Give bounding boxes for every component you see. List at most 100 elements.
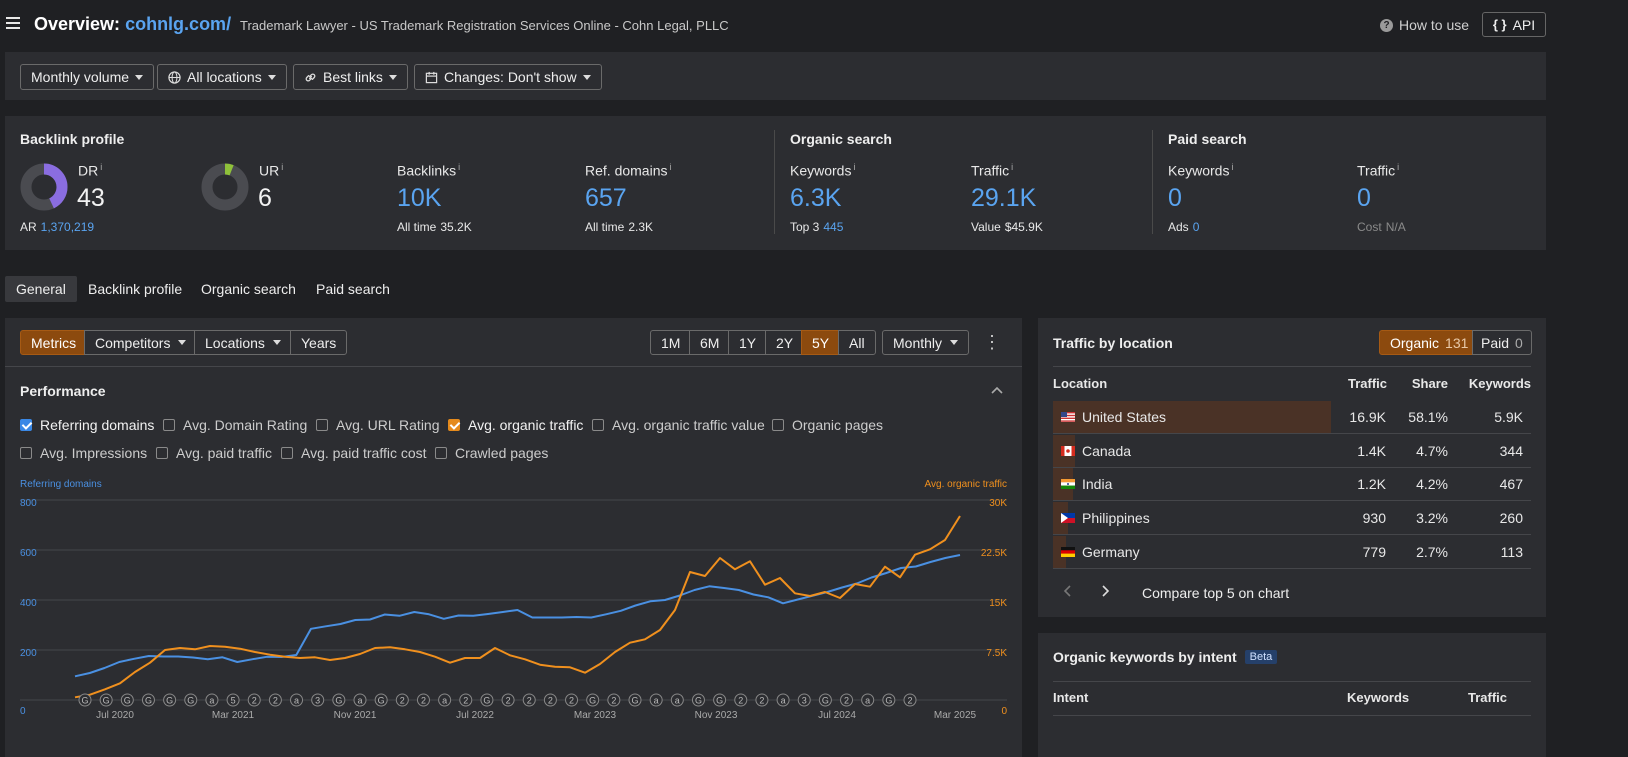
target-domain-link[interactable]: cohnlg.com/ [125, 14, 232, 34]
location-keywords-link[interactable]: 467 [1499, 476, 1523, 493]
tab-paid-search[interactable]: Paid search [316, 281, 390, 297]
column-header-location[interactable]: Location [1053, 376, 1108, 391]
column-header-intent[interactable]: Intent [1053, 690, 1089, 705]
annotation-marker[interactable]: 5 [226, 693, 240, 707]
annotation-marker[interactable]: 2 [416, 693, 430, 707]
ref-domains-value-link[interactable]: 657 [585, 184, 627, 212]
api-button[interactable]: { } API [1482, 12, 1546, 37]
prev-page-icon[interactable] [1063, 584, 1073, 601]
interval-dropdown[interactable]: Monthly [882, 330, 970, 355]
range-5y-button[interactable]: 5Y [801, 330, 841, 355]
annotation-marker[interactable]: 2 [543, 693, 557, 707]
range-1y-button[interactable]: 1Y [728, 330, 768, 355]
more-options-icon[interactable]: ⋮ [983, 332, 1001, 352]
hamburger-menu-icon[interactable] [6, 17, 20, 29]
column-header-keywords[interactable]: Keywords [1468, 376, 1531, 391]
how-to-use-link[interactable]: ? How to use [1380, 17, 1469, 33]
annotation-marker[interactable]: 2 [840, 693, 854, 707]
tab-backlink-profile[interactable]: Backlink profile [88, 281, 183, 297]
annotation-marker[interactable]: a [776, 693, 790, 707]
annotation-marker[interactable]: G [818, 693, 832, 707]
annotation-marker[interactable]: 2 [395, 693, 409, 707]
annotation-marker[interactable]: G [628, 693, 642, 707]
annotation-marker[interactable]: 3 [797, 693, 811, 707]
paid-traffic-value-link[interactable]: 0 [1357, 184, 1371, 212]
checkbox-crawled-pages[interactable]: Crawled pages [435, 445, 548, 461]
column-header-intent-traffic[interactable]: Traffic [1468, 690, 1508, 705]
annotation-marker[interactable]: 2 [459, 693, 473, 707]
range-2y-button[interactable]: 2Y [765, 330, 805, 355]
annotation-marker[interactable]: G [586, 693, 600, 707]
checkbox-avg-organic-traffic-value[interactable]: Avg. organic traffic value [592, 417, 765, 433]
annotation-marker[interactable]: a [438, 693, 452, 707]
range-all-button[interactable]: All [838, 330, 876, 355]
checkbox-organic-pages[interactable]: Organic pages [772, 417, 883, 433]
annotation-marker[interactable]: G [99, 693, 113, 707]
ads-value-link[interactable]: 0 [1192, 220, 1200, 234]
organic-toggle[interactable]: Organic 131 [1379, 330, 1480, 355]
annotation-marker[interactable]: 3 [311, 693, 325, 707]
checkbox-avg-url-rating[interactable]: Avg. URL Rating [316, 417, 440, 433]
paid-toggle[interactable]: Paid 0 [1472, 330, 1532, 355]
annotation-marker[interactable]: 2 [268, 693, 282, 707]
checkbox-avg-domain-rating[interactable]: Avg. Domain Rating [163, 417, 307, 433]
annotation-marker[interactable]: G [163, 693, 177, 707]
annotation-marker[interactable]: 2 [247, 693, 261, 707]
location-row-united-states[interactable]: United States 16.9K 58.1% 5.9K [1053, 400, 1531, 434]
annotation-marker[interactable]: 2 [755, 693, 769, 707]
annotation-marker[interactable]: G [120, 693, 134, 707]
location-row-germany[interactable]: Germany 779 2.7% 113 [1053, 535, 1531, 569]
monthly-volume-dropdown[interactable]: Monthly volume [20, 64, 155, 90]
annotation-marker[interactable]: 2 [565, 693, 579, 707]
column-header-share[interactable]: Share [1411, 376, 1448, 391]
annotation-marker[interactable]: G [713, 693, 727, 707]
tab-organic-search[interactable]: Organic search [201, 281, 296, 297]
locations-chart-dropdown[interactable]: Locations [194, 330, 292, 355]
location-keywords-link[interactable]: 113 [1500, 543, 1523, 560]
organic-keywords-value-link[interactable]: 6.3K [790, 184, 842, 212]
checkbox-avg-paid-traffic-cost[interactable]: Avg. paid traffic cost [281, 445, 427, 461]
annotation-marker[interactable]: 2 [734, 693, 748, 707]
annotation-marker[interactable]: a [649, 693, 663, 707]
range-6m-button[interactable]: 6M [689, 330, 731, 355]
next-page-icon[interactable] [1100, 584, 1110, 601]
location-row-philippines[interactable]: Philippines 930 3.2% 260 [1053, 501, 1531, 536]
annotation-marker[interactable]: 2 [501, 693, 515, 707]
annotation-marker[interactable]: a [353, 693, 367, 707]
annotation-marker[interactable]: G [332, 693, 346, 707]
annotation-marker[interactable]: G [78, 693, 92, 707]
annotation-marker[interactable]: G [480, 693, 494, 707]
top3-value-link[interactable]: 445 [823, 220, 844, 234]
checkbox-avg-organic-traffic[interactable]: Avg. organic traffic [448, 417, 583, 433]
annotation-marker[interactable]: G [141, 693, 155, 707]
column-header-traffic[interactable]: Traffic [1348, 376, 1388, 391]
column-header-intent-keywords[interactable]: Keywords [1347, 690, 1410, 705]
location-name[interactable]: United States [1082, 409, 1167, 425]
annotation-marker[interactable]: a [861, 693, 875, 707]
annotation-marker[interactable]: G [882, 693, 896, 707]
location-row-india[interactable]: India 1.2K 4.2% 467 [1053, 467, 1531, 502]
location-name[interactable]: Canada [1082, 442, 1132, 459]
chevron-up-icon[interactable] [990, 385, 1004, 395]
ar-value-link[interactable]: 1,370,219 [40, 220, 95, 234]
annotation-marker[interactable]: 2 [903, 693, 917, 707]
location-keywords-link[interactable]: 5.9K [1494, 409, 1523, 425]
annotation-marker[interactable]: a [670, 693, 684, 707]
annotation-marker[interactable]: 2 [522, 693, 536, 707]
annotation-marker[interactable]: G [691, 693, 705, 707]
years-button[interactable]: Years [290, 330, 348, 355]
location-keywords-link[interactable]: 344 [1499, 442, 1523, 459]
location-row-canada[interactable]: Canada 1.4K 4.7% 344 [1053, 434, 1531, 468]
best-links-dropdown[interactable]: Best links [293, 64, 408, 90]
location-name[interactable]: Germany [1082, 543, 1140, 560]
location-name[interactable]: Philippines [1082, 510, 1150, 527]
competitors-dropdown[interactable]: Competitors [84, 330, 198, 355]
annotation-marker[interactable]: G [184, 693, 198, 707]
changes-dropdown[interactable]: Changes: Don't show [414, 64, 602, 90]
range-1m-button[interactable]: 1M [650, 330, 692, 355]
annotation-marker[interactable]: 2 [607, 693, 621, 707]
organic-traffic-value-link[interactable]: 29.1K [971, 184, 1037, 212]
checkbox-avg-paid-traffic[interactable]: Avg. paid traffic [156, 445, 272, 461]
annotation-marker[interactable]: a [290, 693, 304, 707]
metrics-button[interactable]: Metrics [20, 330, 88, 355]
